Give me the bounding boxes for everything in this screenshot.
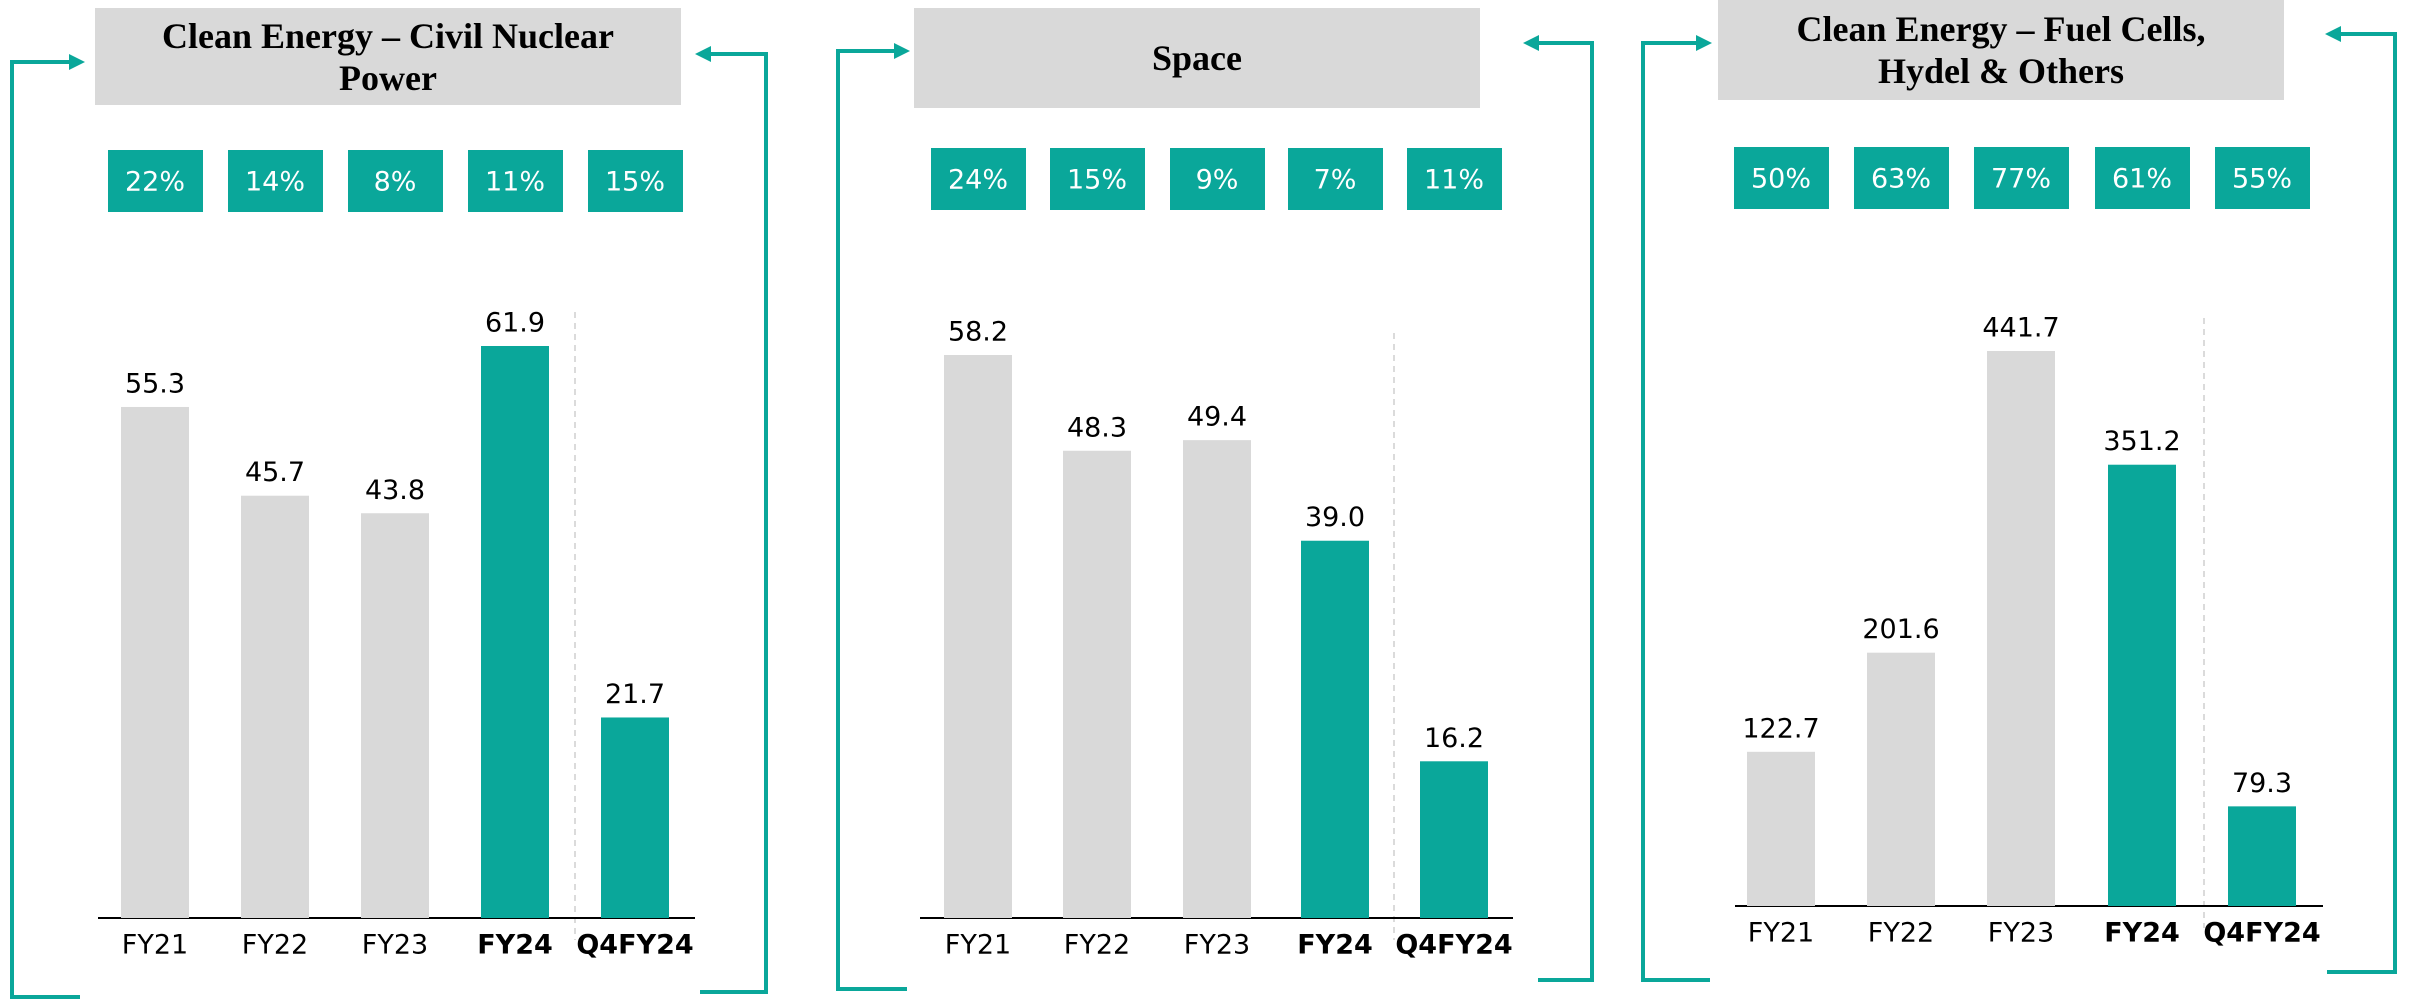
category-label: FY23 — [1988, 918, 2054, 949]
arrow-head — [1523, 35, 1539, 51]
category-label: FY24 — [1297, 930, 1373, 961]
category-label: Q4FY24 — [2203, 918, 2320, 949]
arrow-head — [894, 43, 910, 59]
bar — [1420, 761, 1488, 918]
bracket — [836, 49, 907, 991]
value-label: 48.3 — [1067, 412, 1127, 443]
category-label: FY22 — [1064, 930, 1130, 961]
percent-label: 9% — [1196, 165, 1239, 196]
value-label: 61.9 — [485, 308, 545, 339]
arrow-head — [2325, 26, 2341, 42]
percent-box — [228, 150, 323, 212]
category-label: Q4FY24 — [1395, 930, 1512, 961]
value-label: 441.7 — [1982, 313, 2059, 344]
bar — [1867, 652, 1935, 906]
percent-label: 50% — [1751, 164, 1811, 195]
bar — [1987, 351, 2055, 906]
bar — [944, 355, 1012, 918]
chart-title: Space — [1152, 38, 1242, 78]
bar — [2108, 464, 2176, 906]
bar — [1063, 450, 1131, 918]
percent-box — [108, 150, 203, 212]
value-label: 43.8 — [365, 475, 425, 506]
bar — [2228, 806, 2296, 906]
category-label: FY22 — [242, 930, 308, 961]
percent-box — [1407, 148, 1502, 210]
title-box: Clean Energy – Civil Nuclear Power — [95, 8, 681, 105]
percent-label: 24% — [948, 165, 1008, 196]
bar — [361, 513, 429, 918]
value-label: 79.3 — [2232, 768, 2292, 799]
value-label: 21.7 — [605, 679, 665, 710]
value-label: 45.7 — [245, 457, 305, 488]
category-label: Q4FY24 — [576, 930, 693, 961]
value-label: 122.7 — [1742, 713, 1819, 744]
percent-box — [2215, 147, 2310, 209]
value-label: 39.0 — [1305, 502, 1365, 533]
bar — [1301, 540, 1369, 918]
percent-label: 15% — [1067, 165, 1127, 196]
percent-box — [1288, 148, 1383, 210]
percent-label: 77% — [1991, 164, 2051, 195]
value-label: 201.6 — [1862, 614, 1939, 645]
percent-box — [1170, 148, 1265, 210]
category-label: FY24 — [477, 930, 553, 961]
category-label: FY21 — [945, 930, 1011, 961]
percent-box — [348, 150, 443, 212]
arrow-head — [695, 46, 711, 62]
percent-label: 7% — [1314, 165, 1357, 196]
percent-box — [931, 148, 1026, 210]
percent-box — [1050, 148, 1145, 210]
value-label: 58.2 — [948, 317, 1008, 348]
value-label: 351.2 — [2103, 426, 2180, 457]
bracket — [1537, 41, 1594, 982]
bar — [481, 346, 549, 918]
percent-label: 11% — [1424, 165, 1484, 196]
value-label: 55.3 — [125, 368, 185, 399]
percent-box — [1854, 147, 1949, 209]
title-box: Clean Energy – Fuel Cells, Hydel & Other… — [1718, 0, 2284, 100]
category-label: FY23 — [362, 930, 428, 961]
bar — [1183, 440, 1251, 918]
percent-label: 15% — [605, 167, 665, 198]
bar — [121, 406, 189, 918]
category-label: FY21 — [1748, 918, 1814, 949]
percent-box — [588, 150, 683, 212]
category-label: FY24 — [2104, 918, 2180, 949]
chart-title: Clean Energy – Civil Nuclear Power — [162, 15, 614, 98]
bar — [601, 717, 669, 918]
percent-label: 63% — [1871, 164, 1931, 195]
percent-box — [468, 150, 563, 212]
title-box: Space — [914, 8, 1480, 108]
bar — [1747, 751, 1815, 906]
chart-title: Clean Energy – Fuel Cells, Hydel & Other… — [1796, 9, 2206, 91]
value-label: 16.2 — [1424, 723, 1484, 754]
percent-box — [1974, 147, 2069, 209]
percent-label: 8% — [374, 167, 417, 198]
bar — [241, 495, 309, 918]
bracket — [1641, 41, 1710, 982]
value-label: 49.4 — [1187, 402, 1247, 433]
percent-label: 14% — [245, 167, 305, 198]
percent-label: 55% — [2232, 164, 2292, 195]
category-label: FY23 — [1184, 930, 1250, 961]
percent-box — [1734, 147, 1829, 209]
bracket — [2327, 32, 2397, 974]
percent-label: 22% — [125, 167, 185, 198]
arrow-head — [1696, 35, 1712, 51]
bracket — [10, 60, 80, 999]
percent-label: 11% — [485, 167, 545, 198]
category-label: FY22 — [1868, 918, 1934, 949]
arrow-head — [69, 54, 85, 70]
percent-box — [2095, 147, 2190, 209]
percent-label: 61% — [2112, 164, 2172, 195]
category-label: FY21 — [122, 930, 188, 961]
bracket — [700, 52, 768, 994]
